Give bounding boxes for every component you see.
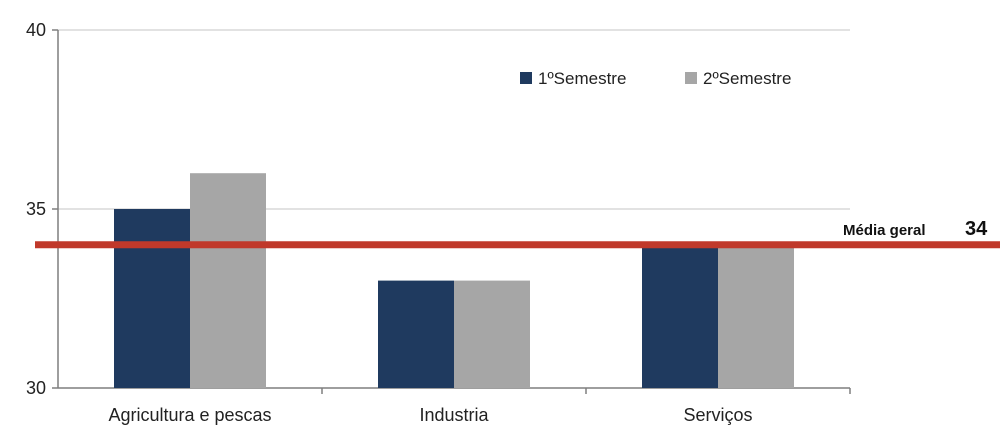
- x-tick-labels: Agricultura e pescas Industria Serviços: [108, 388, 851, 425]
- legend-label: 1ºSemestre: [538, 69, 626, 88]
- legend-label: 2ºSemestre: [703, 69, 791, 88]
- legend-swatch: [520, 72, 532, 84]
- x-tick-label: Serviços: [683, 405, 752, 425]
- bar: [642, 244, 718, 388]
- media-geral-label: Média geral: [843, 222, 926, 239]
- reference-line-group: Média geral 34: [35, 218, 1000, 249]
- bar: [114, 209, 190, 388]
- bar: [718, 244, 794, 388]
- bar: [454, 280, 530, 388]
- y-tick-labels: 30 35 40: [26, 20, 58, 398]
- legend-swatch: [685, 72, 697, 84]
- y-tick-label: 30: [26, 378, 46, 398]
- bars: [114, 173, 794, 388]
- y-tick-label: 40: [26, 20, 46, 40]
- legend: 1ºSemestre 2ºSemestre: [520, 69, 791, 88]
- media-geral-value: 34: [965, 218, 988, 240]
- x-tick-label: Industria: [419, 405, 489, 425]
- bar: [378, 280, 454, 388]
- bar: [190, 173, 266, 388]
- gridlines: [58, 29, 850, 210]
- x-tick-label: Agricultura e pescas: [108, 405, 271, 425]
- y-tick-label: 35: [26, 199, 46, 219]
